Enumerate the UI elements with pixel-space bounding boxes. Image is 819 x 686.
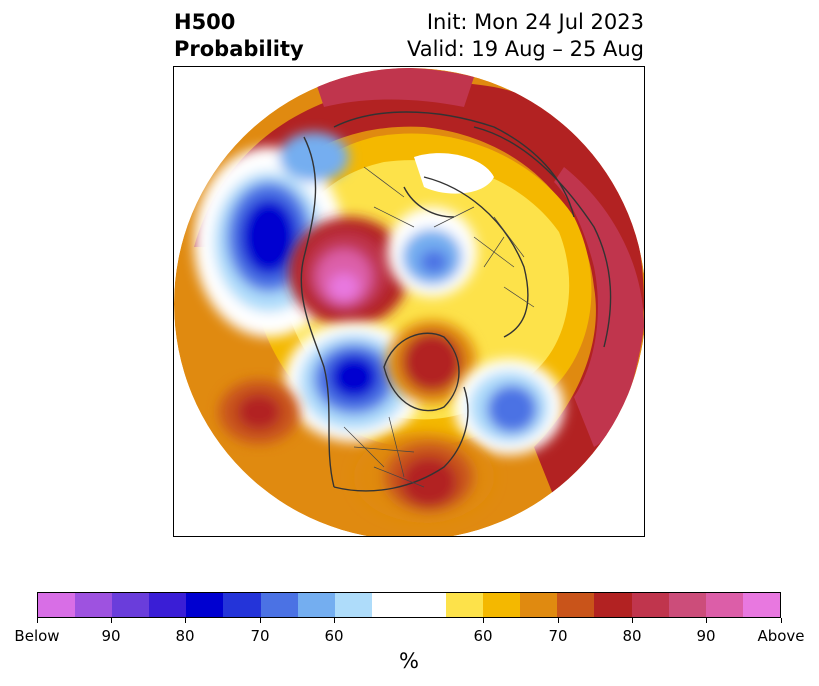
colorbar-segment — [483, 593, 521, 617]
colorbar-tick-mark — [483, 618, 484, 623]
colorbar-tick-label: 90 — [696, 627, 716, 645]
colorbar-segment — [557, 593, 595, 617]
colorbar-segment — [260, 593, 298, 617]
colorbar-segment — [75, 593, 113, 617]
coastlines — [300, 111, 612, 492]
probability-field — [174, 68, 644, 536]
probability-map-svg — [174, 68, 644, 536]
chart-title-right: Init: Mon 24 Jul 2023 Valid: 19 Aug – 25… — [407, 9, 644, 63]
colorbar-tick-mark — [632, 618, 633, 623]
colorbar-tick-label: 60 — [473, 627, 493, 645]
colorbar-tick-label: Above — [757, 627, 805, 645]
colorbar-tick-label: 80 — [175, 627, 195, 645]
borders — [343, 166, 535, 488]
colorbar-segment — [742, 593, 780, 617]
colorbar-tick-mark — [260, 618, 261, 623]
colorbar-segment — [631, 593, 669, 617]
colorbar-segment — [371, 593, 409, 617]
colorbar-segment — [594, 593, 632, 617]
colorbar-segment — [112, 593, 150, 617]
colorbar-tick-mark — [781, 618, 782, 623]
chart-title-left: H500 Probability — [174, 9, 304, 63]
colorbar-segment — [38, 593, 76, 617]
colorbar-tick-label: 70 — [548, 627, 568, 645]
colorbar-tick-mark — [111, 618, 112, 623]
colorbar-unit: % — [399, 649, 419, 673]
colorbar-segment — [520, 593, 558, 617]
colorbar-tick-label: Below — [14, 627, 60, 645]
colorbar-segment — [149, 593, 187, 617]
colorbar-segment — [297, 593, 335, 617]
colorbar-tick-mark — [334, 618, 335, 623]
colorbar-segment — [446, 593, 484, 617]
colorbar-segment — [408, 593, 447, 617]
colorbar-tick-label: 70 — [250, 627, 270, 645]
product-label: Probability — [174, 37, 304, 61]
colorbar-tick-mark — [558, 618, 559, 623]
colorbar — [37, 592, 781, 618]
valid-range-label: Valid: 19 Aug – 25 Aug — [406, 37, 644, 61]
variable-label: H500 — [174, 10, 236, 34]
colorbar-tick-mark — [706, 618, 707, 623]
colorbar-segment — [668, 593, 706, 617]
colorbar-segment — [705, 593, 743, 617]
colorbar-segment — [334, 593, 372, 617]
polar-map — [173, 66, 645, 537]
colorbar-tick-label: 90 — [101, 627, 121, 645]
colorbar-segment — [186, 593, 224, 617]
colorbar-tick-label: 80 — [622, 627, 642, 645]
colorbar-tick-label: 60 — [324, 627, 344, 645]
colorbar-tick-mark — [185, 618, 186, 623]
colorbar-segment — [223, 593, 261, 617]
colorbar-tick-mark — [37, 618, 38, 623]
init-date-label: Init: Mon 24 Jul 2023 — [426, 10, 644, 34]
